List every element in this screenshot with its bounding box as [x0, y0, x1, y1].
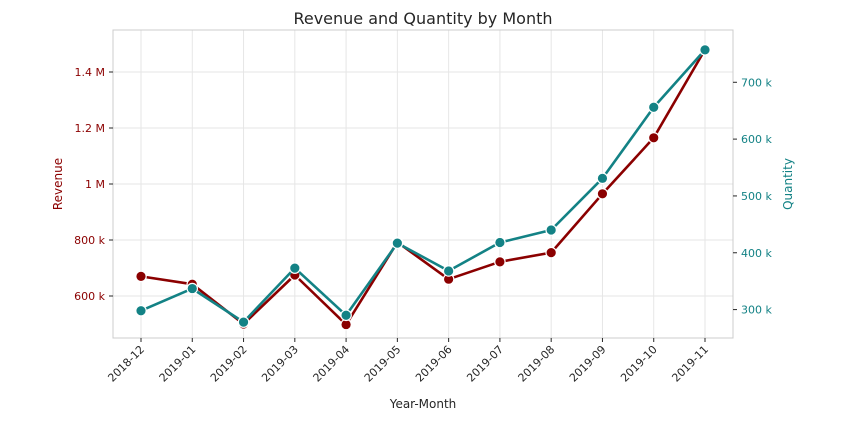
x-tick-label: 2019-06: [413, 343, 455, 385]
x-tick-label: 2019-01: [157, 343, 199, 385]
right-tick-label: 300 k: [741, 304, 772, 317]
left-tick-label: 1.2 M: [75, 122, 105, 135]
data-point-right: [289, 262, 301, 274]
y-axis-label-revenue: Revenue: [51, 158, 65, 210]
left-tick-label: 1.4 M: [75, 66, 105, 79]
gridlines: [113, 30, 733, 338]
x-tick-label: 2019-11: [669, 343, 711, 385]
left-tick-label: 600 k: [74, 290, 105, 303]
data-point-right: [596, 172, 609, 185]
right-tick-label: 400 k: [741, 247, 772, 260]
data-point-right: [391, 237, 404, 249]
x-tick-label: 2019-04: [311, 343, 353, 385]
x-tick-label: 2019-07: [464, 343, 506, 385]
x-tick-label: 2019-05: [362, 343, 404, 385]
chart-title: Revenue and Quantity by Month: [293, 9, 552, 28]
data-point-right: [442, 265, 455, 277]
x-axis-label: Year-Month: [389, 397, 457, 411]
right-axis-ticks: 300 k 400 k 500 k 600 k 700 k: [733, 76, 772, 317]
right-tick-label: 500 k: [741, 190, 772, 203]
left-tick-label: 800 k: [74, 234, 105, 247]
data-point-right: [340, 309, 352, 322]
series-line-left: [140, 48, 707, 326]
series-layer: [135, 43, 711, 331]
data-point-left: [596, 188, 609, 200]
x-tick-label: 2019-09: [567, 343, 609, 385]
data-point-left: [647, 132, 660, 144]
series-line-right: [140, 49, 706, 324]
data-point-right: [237, 316, 250, 328]
left-axis-ticks: 600 k 800 k 1 M 1.2 M 1.4 M: [74, 66, 113, 303]
data-point-left: [545, 246, 557, 259]
data-point-right: [494, 236, 506, 249]
series-left: [135, 43, 711, 331]
x-tick-label: 2018-12: [105, 343, 147, 385]
y-axis-label-quantity: Quantity: [781, 158, 795, 210]
data-point-left: [494, 256, 506, 268]
data-point-right: [699, 44, 711, 56]
right-tick-label: 600 k: [741, 133, 772, 146]
data-point-right: [647, 101, 660, 114]
data-point-right: [186, 282, 199, 295]
x-tick-label: 2019-08: [516, 343, 558, 385]
data-point-left: [135, 270, 147, 283]
x-axis-ticks: 2018-12 2019-01 2019-02 2019-03 2019-04 2019-…: [105, 338, 711, 385]
x-tick-label: 2019-10: [618, 343, 660, 385]
left-tick-label: 1 M: [85, 178, 105, 191]
data-point-right: [135, 304, 147, 317]
right-tick-label: 700 k: [741, 76, 772, 89]
series-right: [135, 44, 711, 328]
data-point-right: [545, 224, 557, 236]
x-tick-label: 2019-02: [208, 343, 250, 385]
x-tick-label: 2019-03: [259, 343, 301, 385]
